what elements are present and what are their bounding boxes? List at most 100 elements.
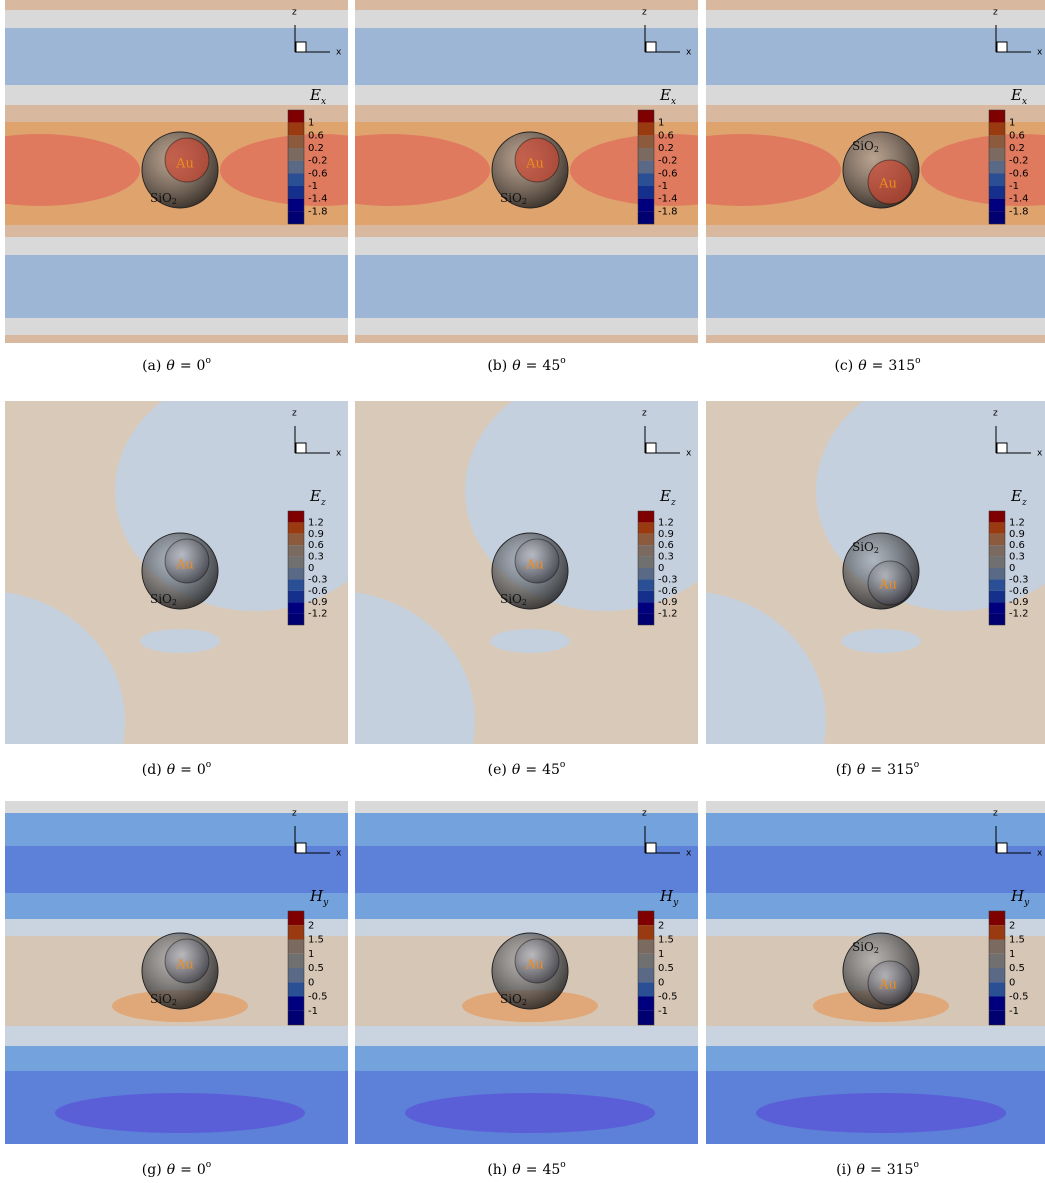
colorbar-box	[989, 602, 1005, 613]
core-label: Au	[878, 578, 897, 593]
contour-band	[355, 1046, 698, 1071]
colorbar-tick-label: 0.9	[1009, 529, 1025, 540]
colorbar-tick-label: 0.2	[1009, 143, 1025, 154]
caption: (f)θ=315o	[836, 760, 919, 779]
shell-text: SiO	[852, 139, 874, 153]
axis-label: z	[292, 8, 297, 18]
colorbar-tick-label: 0.6	[308, 540, 324, 551]
contour-band	[706, 237, 1045, 255]
colorbar-box	[638, 123, 654, 136]
colorbar-box	[989, 968, 1005, 982]
shell-sub: 2	[172, 598, 177, 607]
caption-var: θ	[858, 358, 867, 374]
colorbar-tick-label: 0.3	[658, 552, 674, 563]
colorbar-tick-label: -1.2	[1009, 609, 1029, 620]
colorbar-box	[288, 545, 304, 556]
caption-op: =	[526, 358, 538, 374]
contour-band	[355, 85, 698, 105]
axis-label: x	[1037, 449, 1043, 459]
colorbar-tick-label: -0.6	[1009, 168, 1029, 179]
colorbar-box	[288, 173, 304, 186]
caption-sup: o	[915, 356, 920, 366]
contour-band	[706, 85, 1045, 105]
caption: (i)θ=315o	[836, 1160, 919, 1179]
axis-box	[646, 42, 656, 52]
colorbar-tick-label: 0.2	[308, 143, 324, 154]
caption-var: θ	[167, 762, 176, 778]
colorbar-tick-label: 0	[658, 977, 664, 988]
colorbar-box	[989, 545, 1005, 556]
axis-label: z	[993, 8, 998, 18]
colorbar-box	[638, 602, 654, 613]
colorbar-box	[989, 211, 1005, 224]
caption-tag: (d)	[142, 762, 162, 778]
axis-label: x	[686, 849, 692, 859]
colorbar-box	[989, 199, 1005, 212]
caption-sup: o	[913, 1160, 918, 1170]
colorbar-box	[638, 199, 654, 212]
axis-box	[997, 843, 1007, 853]
contour-region	[140, 629, 220, 653]
colorbar-box	[638, 110, 654, 123]
field-symbol: E	[1010, 86, 1022, 104]
contour-band	[355, 335, 698, 343]
contour-band	[355, 255, 698, 318]
shell-text: SiO	[852, 940, 874, 954]
axis-label: x	[686, 449, 692, 459]
contour-region	[490, 629, 570, 653]
colorbar-tick-label: -1.2	[658, 609, 678, 620]
colorbar-box	[989, 511, 1005, 522]
contour-region	[841, 629, 921, 653]
colorbar-tick-label: 0.2	[658, 143, 674, 154]
colorbar-tick-label: 0.9	[308, 529, 324, 540]
field-sub: x	[321, 97, 326, 107]
shell-text: SiO	[852, 540, 874, 554]
colorbar-tick-label: -1.8	[308, 206, 328, 217]
colorbar-tick-label: 0.6	[308, 130, 324, 141]
caption-op: =	[180, 762, 192, 778]
colorbar-tick-label: 1.2	[308, 517, 324, 528]
core-label: Au	[175, 558, 194, 573]
caption-op: =	[870, 762, 882, 778]
colorbar-box	[288, 925, 304, 939]
colorbar-tick-label: -0.3	[308, 574, 328, 585]
colorbar-box	[989, 940, 1005, 954]
shell-sub: 2	[522, 998, 527, 1007]
colorbar-box	[638, 579, 654, 590]
colorbar-box	[989, 568, 1005, 579]
colorbar-box	[288, 199, 304, 212]
contour-band	[5, 1026, 348, 1046]
colorbar-tick-label: 0.5	[1009, 963, 1025, 974]
core-label: Au	[525, 958, 544, 973]
axis-label: x	[336, 48, 342, 58]
core-label: Au	[878, 978, 897, 993]
axis-box	[296, 42, 306, 52]
shell-text: SiO	[150, 191, 172, 205]
colorbar-box	[638, 591, 654, 602]
colorbar-box	[638, 614, 654, 625]
caption-angle: 45	[542, 1162, 560, 1178]
axis-label: x	[336, 849, 342, 859]
core-label: Au	[525, 157, 544, 172]
colorbar-tick-label: -1	[658, 1006, 668, 1017]
field-symbol: E	[1010, 487, 1022, 505]
colorbar-box	[288, 954, 304, 968]
axis-box	[646, 843, 656, 853]
axis-label: x	[1037, 849, 1043, 859]
colorbar-box	[989, 557, 1005, 568]
caption-var: θ	[512, 762, 521, 778]
caption-var: θ	[857, 762, 866, 778]
contour-band	[355, 1026, 698, 1046]
field-sub: y	[672, 898, 679, 908]
colorbar-tick-label: -1.4	[1009, 194, 1029, 205]
colorbar-tick-label: -0.6	[308, 586, 328, 597]
colorbar-box	[638, 545, 654, 556]
colorbar-box	[989, 110, 1005, 123]
colorbar-tick-label: 2	[1009, 920, 1015, 931]
caption-angle: 45	[542, 358, 560, 374]
colorbar-tick-label: 0.6	[1009, 130, 1025, 141]
panel: zxAuSiO221.510.50-0.5-1Hy	[5, 801, 348, 1144]
colorbar-tick-label: 0.5	[658, 963, 674, 974]
axis-box	[296, 443, 306, 453]
core-label: Au	[525, 558, 544, 573]
